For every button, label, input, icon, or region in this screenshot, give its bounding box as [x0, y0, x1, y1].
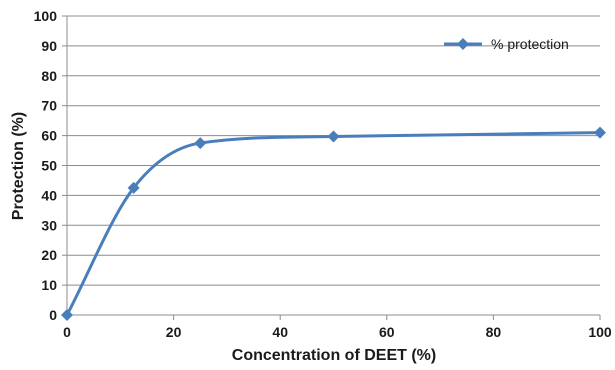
- data-point-0: [61, 309, 73, 321]
- data-markers: [61, 126, 606, 321]
- y-axis-title: Protection (%): [10, 112, 27, 220]
- axes: [62, 15, 601, 320]
- y-tick-label-60: 60: [41, 128, 57, 144]
- grid-lines: [67, 15, 600, 286]
- series-lines: [65, 131, 602, 317]
- legend: % protection: [444, 36, 569, 52]
- y-tick-label-30: 30: [41, 217, 57, 233]
- y-tick-label-10: 10: [41, 277, 57, 293]
- x-tick-labels: 0 20 40 60 80 100: [63, 324, 612, 340]
- y-tick-label-70: 70: [41, 98, 57, 114]
- x-tick-label-80: 80: [486, 324, 502, 340]
- y-tick-label-40: 40: [41, 187, 57, 203]
- x-axis-title: Concentration of DEET (%): [232, 347, 436, 364]
- y-tick-label-0: 0: [49, 307, 57, 323]
- data-point-100: [594, 126, 606, 139]
- x-tick-label-60: 60: [379, 324, 395, 340]
- y-tick-label-80: 80: [41, 68, 57, 84]
- data-point-50: [327, 130, 340, 143]
- x-tick-label-40: 40: [272, 324, 288, 340]
- data-point-25: [194, 137, 207, 150]
- x-tick-label-100: 100: [588, 324, 612, 340]
- series-line-0: [65, 131, 602, 317]
- y-tick-label-100: 100: [34, 8, 58, 24]
- x-tick-label-20: 20: [166, 324, 182, 340]
- legend-label: % protection: [491, 36, 569, 52]
- y-tick-labels: 0 10 20 30 40 50 60 70 80 90 100: [34, 8, 58, 323]
- y-tick-label-50: 50: [41, 158, 57, 174]
- legend-marker-icon: [457, 38, 469, 50]
- y-tick-label-20: 20: [41, 247, 57, 263]
- y-tick-label-90: 90: [41, 38, 57, 54]
- x-tick-label-0: 0: [63, 324, 71, 340]
- data-point-12.5: [127, 181, 140, 194]
